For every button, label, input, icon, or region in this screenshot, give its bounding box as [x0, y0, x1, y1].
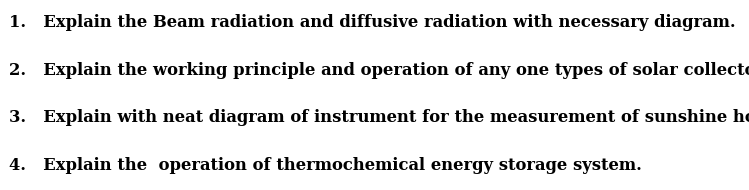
Text: 2.   Explain the working principle and operation of any one types of solar colle: 2. Explain the working principle and ope…: [9, 62, 749, 79]
Text: 1.   Explain the Beam radiation and diffusive radiation with necessary diagram.: 1. Explain the Beam radiation and diffus…: [9, 14, 736, 31]
Text: 3.   Explain with neat diagram of instrument for the measurement of sunshine hou: 3. Explain with neat diagram of instrume…: [9, 109, 749, 126]
Text: 4.   Explain the  operation of thermochemical energy storage system.: 4. Explain the operation of thermochemic…: [9, 157, 642, 174]
